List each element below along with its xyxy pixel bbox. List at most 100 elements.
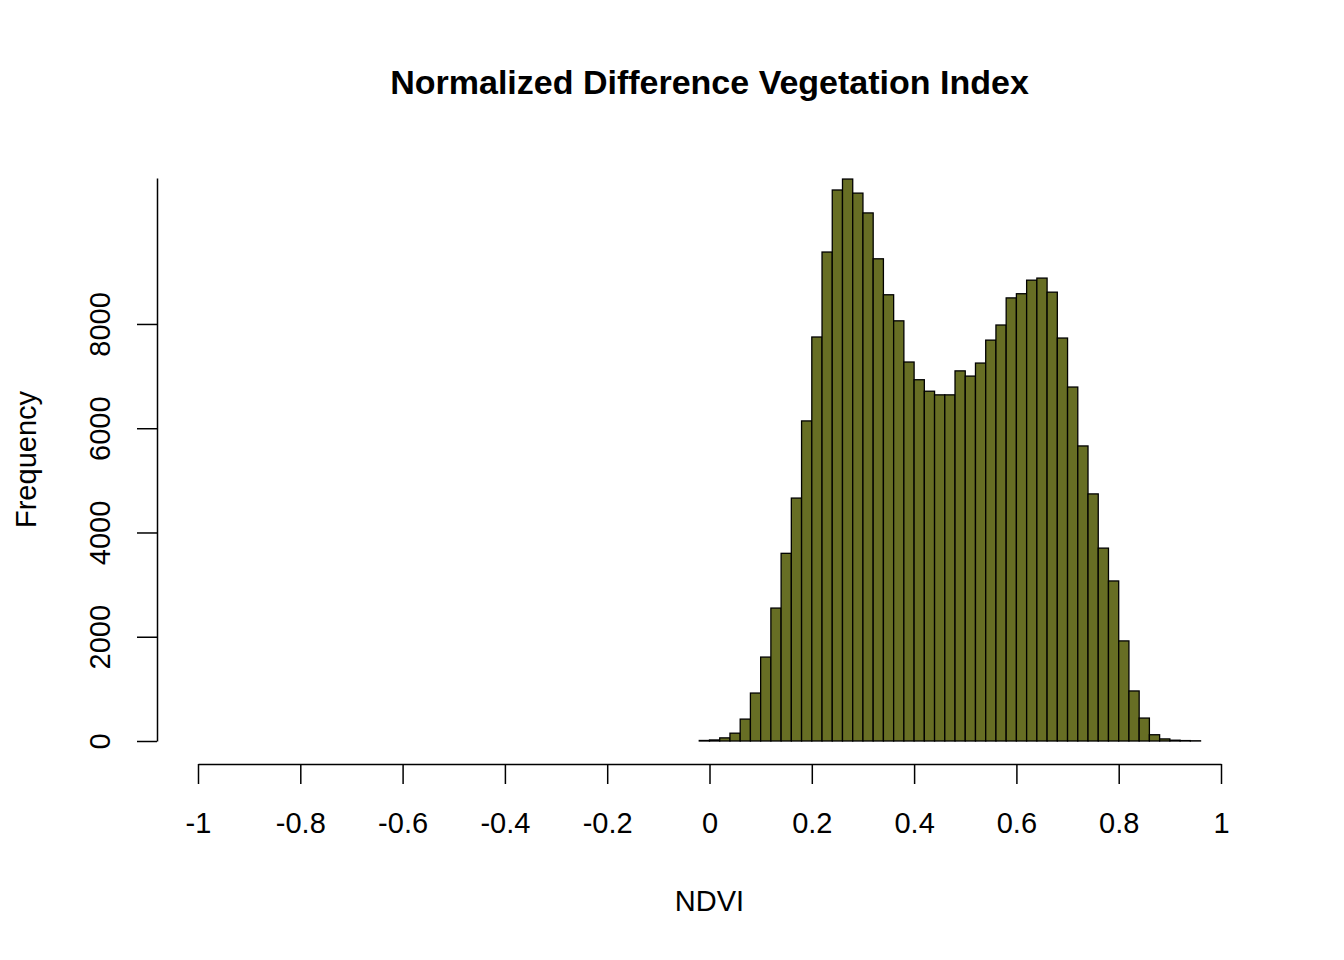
y-tick: 8000	[84, 292, 157, 357]
x-tick-mark	[505, 764, 507, 784]
y-tick-mark	[137, 532, 157, 534]
bar	[771, 608, 781, 741]
x-tick: 0.8	[1099, 764, 1139, 839]
y-axis: 0 2000 4000 6000 8000	[84, 179, 158, 750]
bar	[822, 252, 832, 741]
x-tick-label: 0.8	[1099, 807, 1139, 839]
y-tick: 2000	[84, 605, 157, 670]
y-tick-mark	[137, 741, 157, 743]
y-tick-label: 0	[84, 733, 116, 749]
x-tick: -0.6	[378, 764, 428, 839]
x-tick: 1	[1213, 764, 1229, 839]
bar	[894, 321, 904, 741]
bar	[996, 325, 1006, 741]
bar	[1190, 740, 1200, 742]
x-tick: 0	[702, 764, 718, 839]
x-tick-label: -1	[186, 807, 212, 839]
bar	[710, 740, 720, 741]
x-axis: -1 -0.8 -0.6 -0.4 -0.2 0 0.2 0.4 0.6 0.8 1	[186, 764, 1230, 839]
x-tick: 0.2	[792, 764, 832, 839]
x-tick: -0.2	[583, 764, 633, 839]
bar	[1160, 739, 1170, 741]
x-tick-mark	[709, 764, 711, 784]
x-tick-label: -0.6	[378, 807, 428, 839]
bar	[761, 657, 771, 741]
bar	[720, 738, 730, 741]
x-tick-label: 0.2	[792, 807, 832, 839]
x-tick-label: -0.8	[276, 807, 326, 839]
bar	[955, 371, 965, 741]
x-tick-mark	[914, 764, 916, 784]
y-tick-label: 2000	[84, 605, 116, 670]
y-axis-line	[157, 179, 159, 742]
bar	[1027, 280, 1037, 741]
x-tick-label: -0.4	[480, 807, 530, 839]
bar	[935, 395, 945, 741]
x-tick: -1	[186, 764, 212, 839]
bar	[883, 295, 893, 741]
bar	[1170, 740, 1180, 742]
x-axis-title: NDVI	[675, 885, 744, 917]
x-tick: 0.6	[997, 764, 1037, 839]
bar	[802, 421, 812, 741]
x-tick-label: -0.2	[583, 807, 633, 839]
x-tick: -0.8	[276, 764, 326, 839]
y-tick: 6000	[84, 396, 157, 461]
x-tick-label: 0.4	[894, 807, 934, 839]
y-tick-mark	[137, 636, 157, 638]
bar	[975, 363, 985, 741]
bar	[1108, 581, 1118, 741]
y-tick: 0	[84, 733, 157, 749]
bar	[1098, 548, 1108, 741]
bar	[1088, 494, 1098, 741]
bar	[1006, 298, 1016, 741]
bar	[965, 376, 975, 741]
bar	[750, 693, 760, 741]
x-tick-mark	[198, 764, 200, 784]
x-tick-mark	[1221, 764, 1223, 784]
y-tick-mark	[137, 324, 157, 326]
bar	[812, 337, 822, 741]
bar	[924, 391, 934, 741]
bar	[914, 380, 924, 741]
bar	[1057, 338, 1067, 741]
bar	[1139, 718, 1149, 741]
bar	[1016, 294, 1026, 741]
y-axis-title: Frequency	[10, 390, 42, 528]
bar	[1068, 387, 1078, 741]
x-tick-mark	[607, 764, 609, 784]
bar	[699, 740, 709, 742]
bar	[853, 193, 863, 741]
y-tick-mark	[137, 428, 157, 430]
bar	[1180, 740, 1190, 742]
bar	[842, 179, 852, 741]
y-tick-label: 8000	[84, 292, 116, 357]
bar	[904, 362, 914, 741]
bar	[730, 733, 740, 741]
bar	[781, 553, 791, 741]
bar	[740, 719, 750, 741]
x-tick-label: 1	[1213, 807, 1229, 839]
bar	[986, 340, 996, 741]
bar	[1078, 446, 1088, 741]
bar	[791, 498, 801, 741]
bar	[873, 259, 883, 741]
x-tick-label: 0.6	[997, 807, 1037, 839]
y-tick-label: 4000	[84, 501, 116, 566]
chart: -1 -0.8 -0.6 -0.4 -0.2 0 0.2 0.4 0.6 0.8 1 0 2000 400…	[0, 0, 1344, 960]
x-tick-mark	[402, 764, 404, 784]
x-tick-mark	[812, 764, 814, 784]
bar	[1149, 735, 1159, 741]
x-tick-mark	[1016, 764, 1018, 784]
bars	[699, 179, 1200, 741]
title: Normalized Difference Vegetation Index	[390, 63, 1029, 101]
bar	[1129, 691, 1139, 741]
bar	[1119, 641, 1129, 741]
x-tick-mark	[300, 764, 302, 784]
y-tick: 4000	[84, 501, 157, 566]
x-tick: -0.4	[480, 764, 530, 839]
bar	[832, 190, 842, 741]
bar	[863, 213, 873, 741]
x-tick: 0.4	[894, 764, 934, 839]
y-tick-label: 6000	[84, 396, 116, 461]
